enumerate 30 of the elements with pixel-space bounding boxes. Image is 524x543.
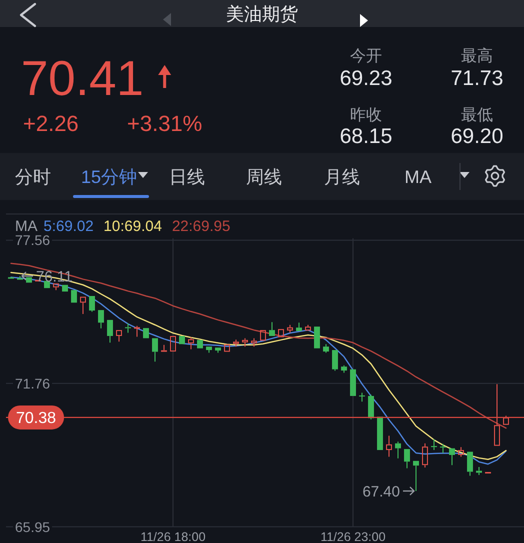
legend-title: MA: [15, 218, 38, 235]
x-tick-label: 11/26 18:00: [140, 530, 206, 543]
text: 71.73: [450, 67, 504, 90]
y-tick-label: 77.56: [15, 232, 50, 248]
text: +3.31%: [127, 111, 202, 136]
text: +2.26: [23, 111, 79, 136]
text: 日线: [169, 167, 205, 187]
text: 昨收: [350, 107, 382, 124]
text: 10:69.04: [104, 218, 162, 235]
y-tick-label: 65.95: [15, 518, 50, 535]
text: 69.20: [450, 125, 504, 148]
chart-title: 美油期货: [226, 4, 298, 24]
text: 69.23: [340, 67, 392, 90]
text: 最低: [461, 107, 493, 124]
x-tick-label: 11/26 23:00: [320, 530, 386, 543]
line-series: [10, 262, 507, 429]
text: 15分钟: [80, 167, 138, 187]
text: 分时: [15, 167, 51, 187]
ref-line-label: 70.38: [16, 410, 56, 427]
y-tick-label: 71.76: [15, 375, 50, 392]
text: 周线: [246, 167, 282, 187]
text: 5:69.02: [44, 218, 94, 235]
text: 22:69.95: [172, 218, 230, 235]
text: 最高: [461, 47, 493, 65]
text: 70.41: [21, 52, 144, 106]
annotation: 67.40: [362, 484, 400, 501]
text: 68.15: [340, 125, 392, 148]
text: MA: [404, 167, 432, 187]
text: 今开: [350, 48, 382, 65]
text: 月线: [324, 167, 360, 187]
